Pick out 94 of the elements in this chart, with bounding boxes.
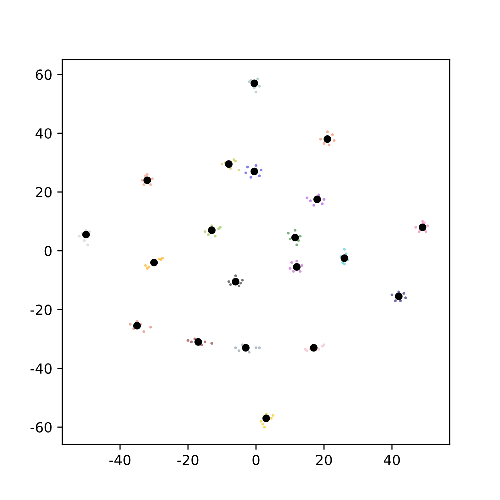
x-tick-label: 0 — [252, 454, 260, 466]
point — [244, 172, 248, 175]
point — [292, 270, 296, 273]
point — [238, 350, 241, 352]
point — [344, 252, 348, 256]
point — [288, 267, 292, 270]
point — [204, 340, 207, 344]
point — [309, 200, 312, 202]
point — [290, 261, 294, 264]
point — [426, 224, 430, 228]
point — [258, 85, 262, 88]
point — [333, 139, 336, 142]
point — [234, 346, 238, 350]
point — [234, 274, 238, 278]
point — [254, 164, 258, 168]
point — [296, 260, 298, 263]
y-tick-label: 40 — [36, 128, 52, 139]
point — [140, 179, 144, 182]
point — [424, 230, 428, 234]
point — [260, 420, 263, 423]
point — [204, 230, 207, 234]
point — [394, 300, 398, 302]
point — [326, 130, 330, 134]
point — [254, 346, 258, 350]
point — [418, 230, 421, 234]
point — [258, 174, 262, 178]
point — [322, 198, 326, 201]
point — [207, 233, 210, 236]
point — [258, 346, 262, 350]
point — [328, 144, 331, 147]
point — [228, 280, 230, 284]
y-tick-label: -60 — [30, 422, 52, 433]
point — [186, 339, 190, 342]
point — [220, 162, 224, 166]
point — [306, 196, 309, 200]
point — [86, 244, 90, 247]
point — [296, 244, 298, 247]
point — [142, 184, 146, 186]
point — [241, 279, 244, 282]
point — [129, 323, 132, 326]
point — [83, 239, 86, 242]
y-tick-label: -40 — [30, 364, 52, 374]
point — [238, 284, 241, 288]
point — [262, 423, 264, 426]
y-tick-label: 20 — [36, 187, 52, 198]
point — [250, 176, 253, 179]
point — [294, 229, 297, 232]
point — [149, 184, 152, 186]
point — [210, 342, 214, 345]
point — [402, 292, 406, 296]
point — [238, 168, 241, 172]
point — [321, 345, 324, 348]
point — [240, 282, 242, 285]
y-tick-label: 0 — [44, 246, 52, 257]
point — [390, 294, 394, 297]
x-tick-label: -20 — [178, 454, 199, 466]
point — [399, 300, 402, 302]
point — [414, 226, 418, 229]
point — [319, 138, 322, 141]
point — [322, 344, 326, 346]
x-tick-label: -40 — [110, 454, 131, 466]
point — [190, 340, 194, 344]
point — [300, 264, 304, 268]
point — [149, 326, 152, 329]
point — [260, 168, 263, 172]
point — [142, 330, 146, 334]
x-tick-label: 40 — [384, 454, 400, 466]
point — [78, 234, 81, 238]
point — [299, 270, 302, 273]
point — [254, 90, 258, 94]
y-tick-label: 60 — [36, 70, 52, 80]
point — [343, 248, 346, 251]
point — [248, 351, 251, 354]
point — [404, 296, 408, 300]
point — [287, 232, 290, 235]
point — [270, 417, 273, 420]
x-tick-label: 20 — [316, 454, 332, 466]
point — [321, 202, 324, 206]
point — [214, 234, 217, 238]
point — [256, 78, 260, 80]
point — [263, 426, 266, 429]
point — [219, 226, 222, 229]
point — [304, 348, 307, 351]
point — [299, 234, 302, 238]
point — [312, 204, 316, 207]
point — [217, 228, 220, 230]
point — [306, 350, 309, 352]
point — [229, 283, 232, 286]
y-tick-label: -20 — [30, 304, 52, 316]
point — [318, 348, 321, 351]
point — [331, 134, 334, 136]
point — [151, 178, 154, 180]
point — [272, 414, 275, 417]
point — [144, 264, 148, 268]
